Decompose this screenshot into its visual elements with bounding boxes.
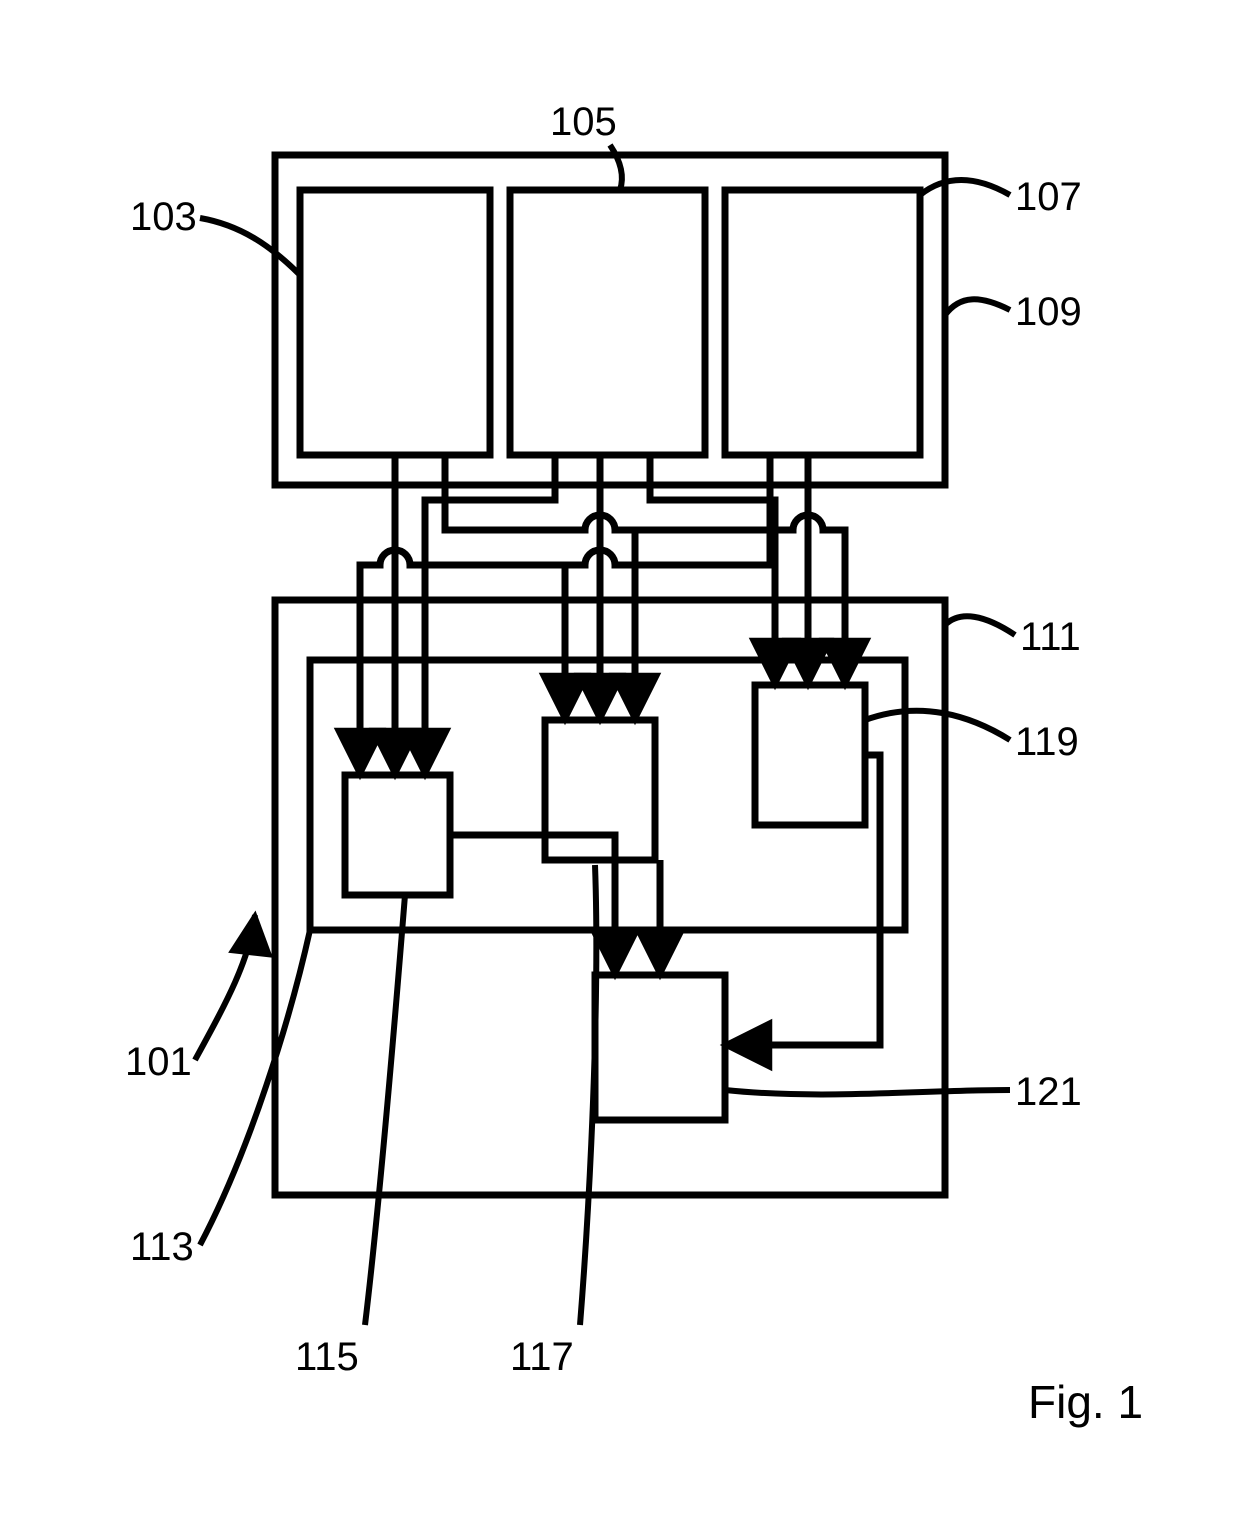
leader-111	[945, 616, 1015, 635]
label-113: 113	[130, 1225, 194, 1270]
label-107: 107	[1015, 175, 1082, 220]
block-121	[595, 975, 725, 1120]
edge-103-right	[445, 455, 635, 720]
label-103: 103	[130, 195, 197, 240]
leader-119	[865, 711, 1010, 740]
edge-105-left	[425, 455, 555, 775]
edge-107-left	[565, 455, 770, 720]
leader-115	[365, 895, 405, 1325]
leader-107	[920, 180, 1010, 195]
block-117	[545, 720, 655, 860]
leader-109	[945, 299, 1010, 315]
block-119	[755, 685, 865, 825]
leader-101	[195, 915, 255, 1060]
block-107	[725, 190, 920, 455]
label-105: 105	[550, 100, 617, 145]
label-115: 115	[295, 1335, 359, 1380]
leader-117	[580, 865, 596, 1325]
label-119: 119	[1015, 720, 1079, 765]
label-111: 111	[1020, 615, 1081, 660]
edge-105-right	[650, 455, 775, 685]
block-103	[300, 190, 490, 455]
figure-label: Fig. 1	[1028, 1375, 1143, 1429]
label-109: 109	[1015, 290, 1082, 335]
block-105	[510, 190, 705, 455]
block-115	[345, 775, 450, 895]
label-121: 121	[1015, 1070, 1082, 1115]
diagram-container: 101 103 105 107 109 111 113 115 117 119 …	[0, 0, 1240, 1533]
label-101: 101	[125, 1040, 192, 1085]
leader-121	[725, 1090, 1010, 1094]
label-117: 117	[510, 1335, 574, 1380]
leader-103	[200, 218, 300, 275]
